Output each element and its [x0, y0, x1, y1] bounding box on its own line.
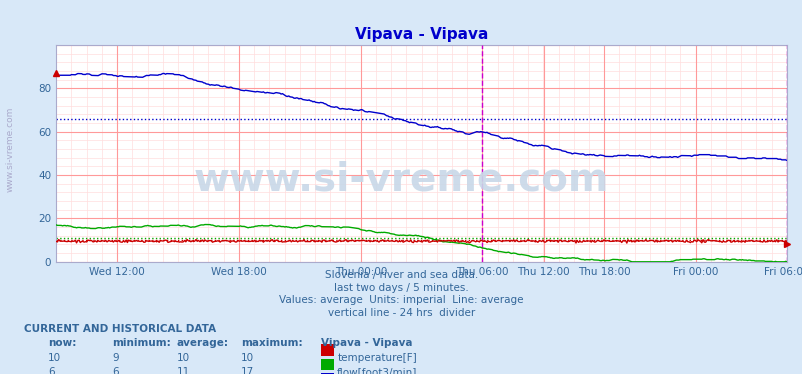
Text: average:: average: [176, 338, 229, 349]
Text: 11: 11 [176, 367, 190, 374]
Text: flow[foot3/min]: flow[foot3/min] [337, 367, 417, 374]
Text: 17: 17 [241, 367, 254, 374]
Text: maximum:: maximum: [241, 338, 302, 349]
Text: Vipava - Vipava: Vipava - Vipava [321, 338, 412, 349]
Text: www.si-vreme.com: www.si-vreme.com [5, 107, 14, 192]
Text: minimum:: minimum: [112, 338, 171, 349]
Text: vertical line - 24 hrs  divider: vertical line - 24 hrs divider [327, 308, 475, 318]
Text: 6: 6 [48, 367, 55, 374]
Text: 6: 6 [112, 367, 119, 374]
Text: 10: 10 [241, 353, 253, 363]
Text: temperature[F]: temperature[F] [337, 353, 416, 363]
Text: 9: 9 [112, 353, 119, 363]
Text: 10: 10 [48, 353, 61, 363]
Text: Slovenia / river and sea data.: Slovenia / river and sea data. [325, 270, 477, 280]
Text: Values: average  Units: imperial  Line: average: Values: average Units: imperial Line: av… [279, 295, 523, 306]
Text: last two days / 5 minutes.: last two days / 5 minutes. [334, 283, 468, 293]
Text: CURRENT AND HISTORICAL DATA: CURRENT AND HISTORICAL DATA [24, 324, 216, 334]
Title: Vipava - Vipava: Vipava - Vipava [354, 27, 488, 42]
Text: 10: 10 [176, 353, 189, 363]
Text: now:: now: [48, 338, 76, 349]
Text: www.si-vreme.com: www.si-vreme.com [193, 160, 609, 199]
